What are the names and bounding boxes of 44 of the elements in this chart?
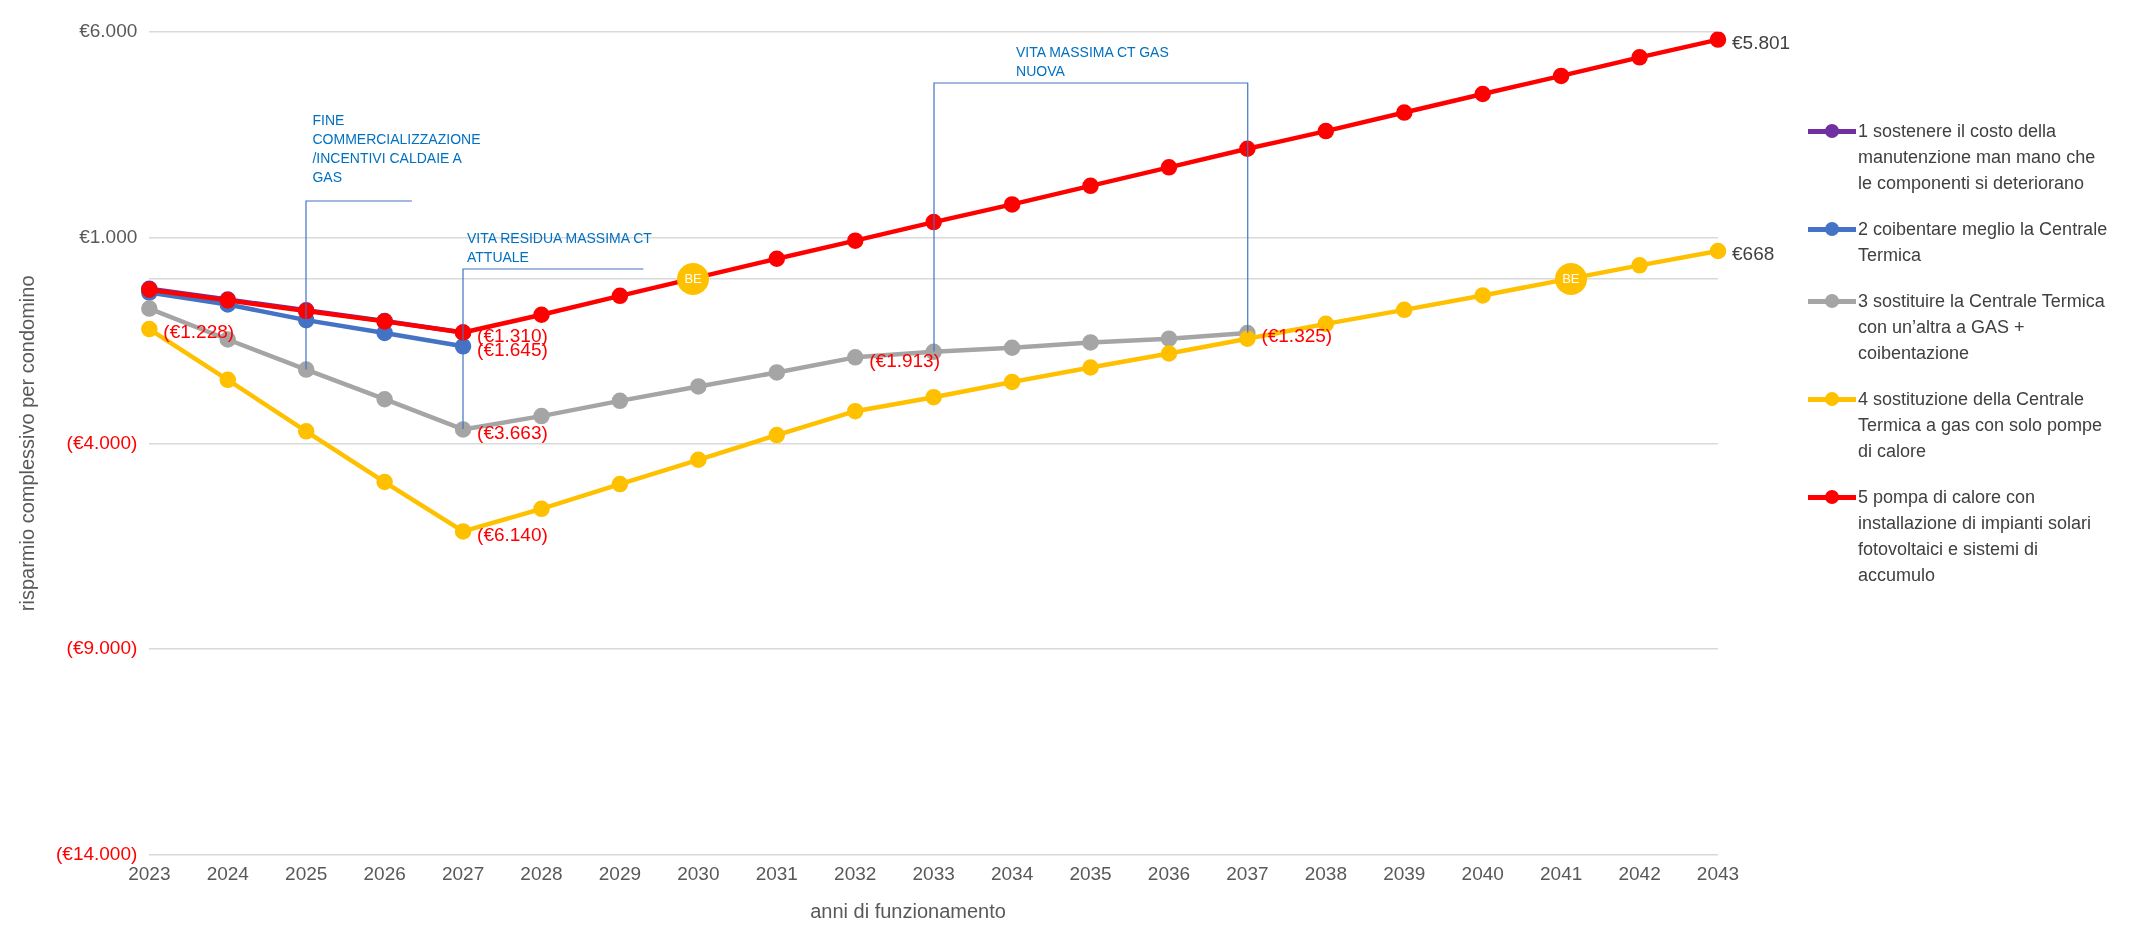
annotation: VITA MASSIMA CT GAS NUOVA — [1016, 43, 1170, 82]
y-tick-label: (€14.000) — [55, 843, 138, 865]
data-label: (€6.140) — [477, 523, 548, 545]
y-axis-title: risparmio complessivo per condomino — [15, 275, 38, 612]
legend-label: 3 sostituire la Centrale Termica con un’altra a GAS + coibentazione — [1858, 290, 2106, 365]
y-tick-label: €6.000 — [79, 19, 138, 41]
legend-label: 2 coibentare meglio la Centrale Termica — [1858, 218, 2108, 267]
x-tick-label: 2035 — [1069, 862, 1112, 884]
x-tick-label: 2024 — [206, 862, 250, 884]
legend-label: 4 sostituzione della Centrale Termica a gas con solo pompe di calore — [1858, 388, 2104, 463]
x-tick-label: 2043 — [1696, 862, 1740, 884]
x-tick-label: 2036 — [1147, 862, 1191, 884]
data-label: (€1.913) — [869, 349, 941, 371]
y-tick-label: €1.000 — [79, 225, 138, 247]
x-tick-label: 2042 — [1618, 862, 1661, 884]
x-tick-label: 2030 — [677, 862, 720, 884]
x-tick-label: 2031 — [755, 862, 798, 884]
x-tick-label: 2039 — [1383, 862, 1426, 884]
annotation: FINE COMMERCIALIZZAZIONE /INCENTIVI CALDAIE A GAS — [312, 111, 481, 188]
data-label: (€1.325) — [1261, 325, 1333, 347]
x-tick-label: 2026 — [363, 862, 406, 884]
annotation: BE — [1561, 270, 1581, 287]
legend-label: 1 sostenere il costo della manutenzione man mano che le componenti si deteriorano — [1858, 120, 2097, 195]
x-tick-label: 2027 — [441, 862, 485, 884]
y-tick-label: (€4.000) — [66, 431, 138, 453]
x-tick-label: 2034 — [990, 862, 1034, 884]
x-tick-label: 2041 — [1539, 862, 1583, 884]
legend-label: 5 pompa di calore con installazione di impianti solari fotovoltaici e sistemi di accumulo — [1858, 486, 2093, 587]
x-axis-title: anni di funzionamento — [809, 900, 1007, 923]
data-label: (€3.663) — [477, 421, 548, 443]
annotation: BE — [683, 270, 703, 287]
x-tick-label: 2025 — [285, 862, 328, 884]
data-label: €5.801 — [1732, 31, 1791, 53]
x-tick-label: 2033 — [912, 862, 955, 884]
data-label: €668 — [1732, 243, 1775, 265]
x-tick-label: 2038 — [1304, 862, 1347, 884]
annotation: VITA RESIDUA MASSIMA CT ATTUALE — [466, 229, 652, 268]
data-label: (€1.228) — [163, 321, 235, 343]
x-tick-label: 2032 — [834, 862, 877, 884]
x-tick-label: 2040 — [1461, 862, 1504, 884]
x-tick-label: 2028 — [520, 862, 563, 884]
x-tick-label: 2029 — [598, 862, 642, 884]
x-tick-label: 2037 — [1226, 862, 1269, 884]
y-tick-label: (€9.000) — [66, 637, 138, 659]
